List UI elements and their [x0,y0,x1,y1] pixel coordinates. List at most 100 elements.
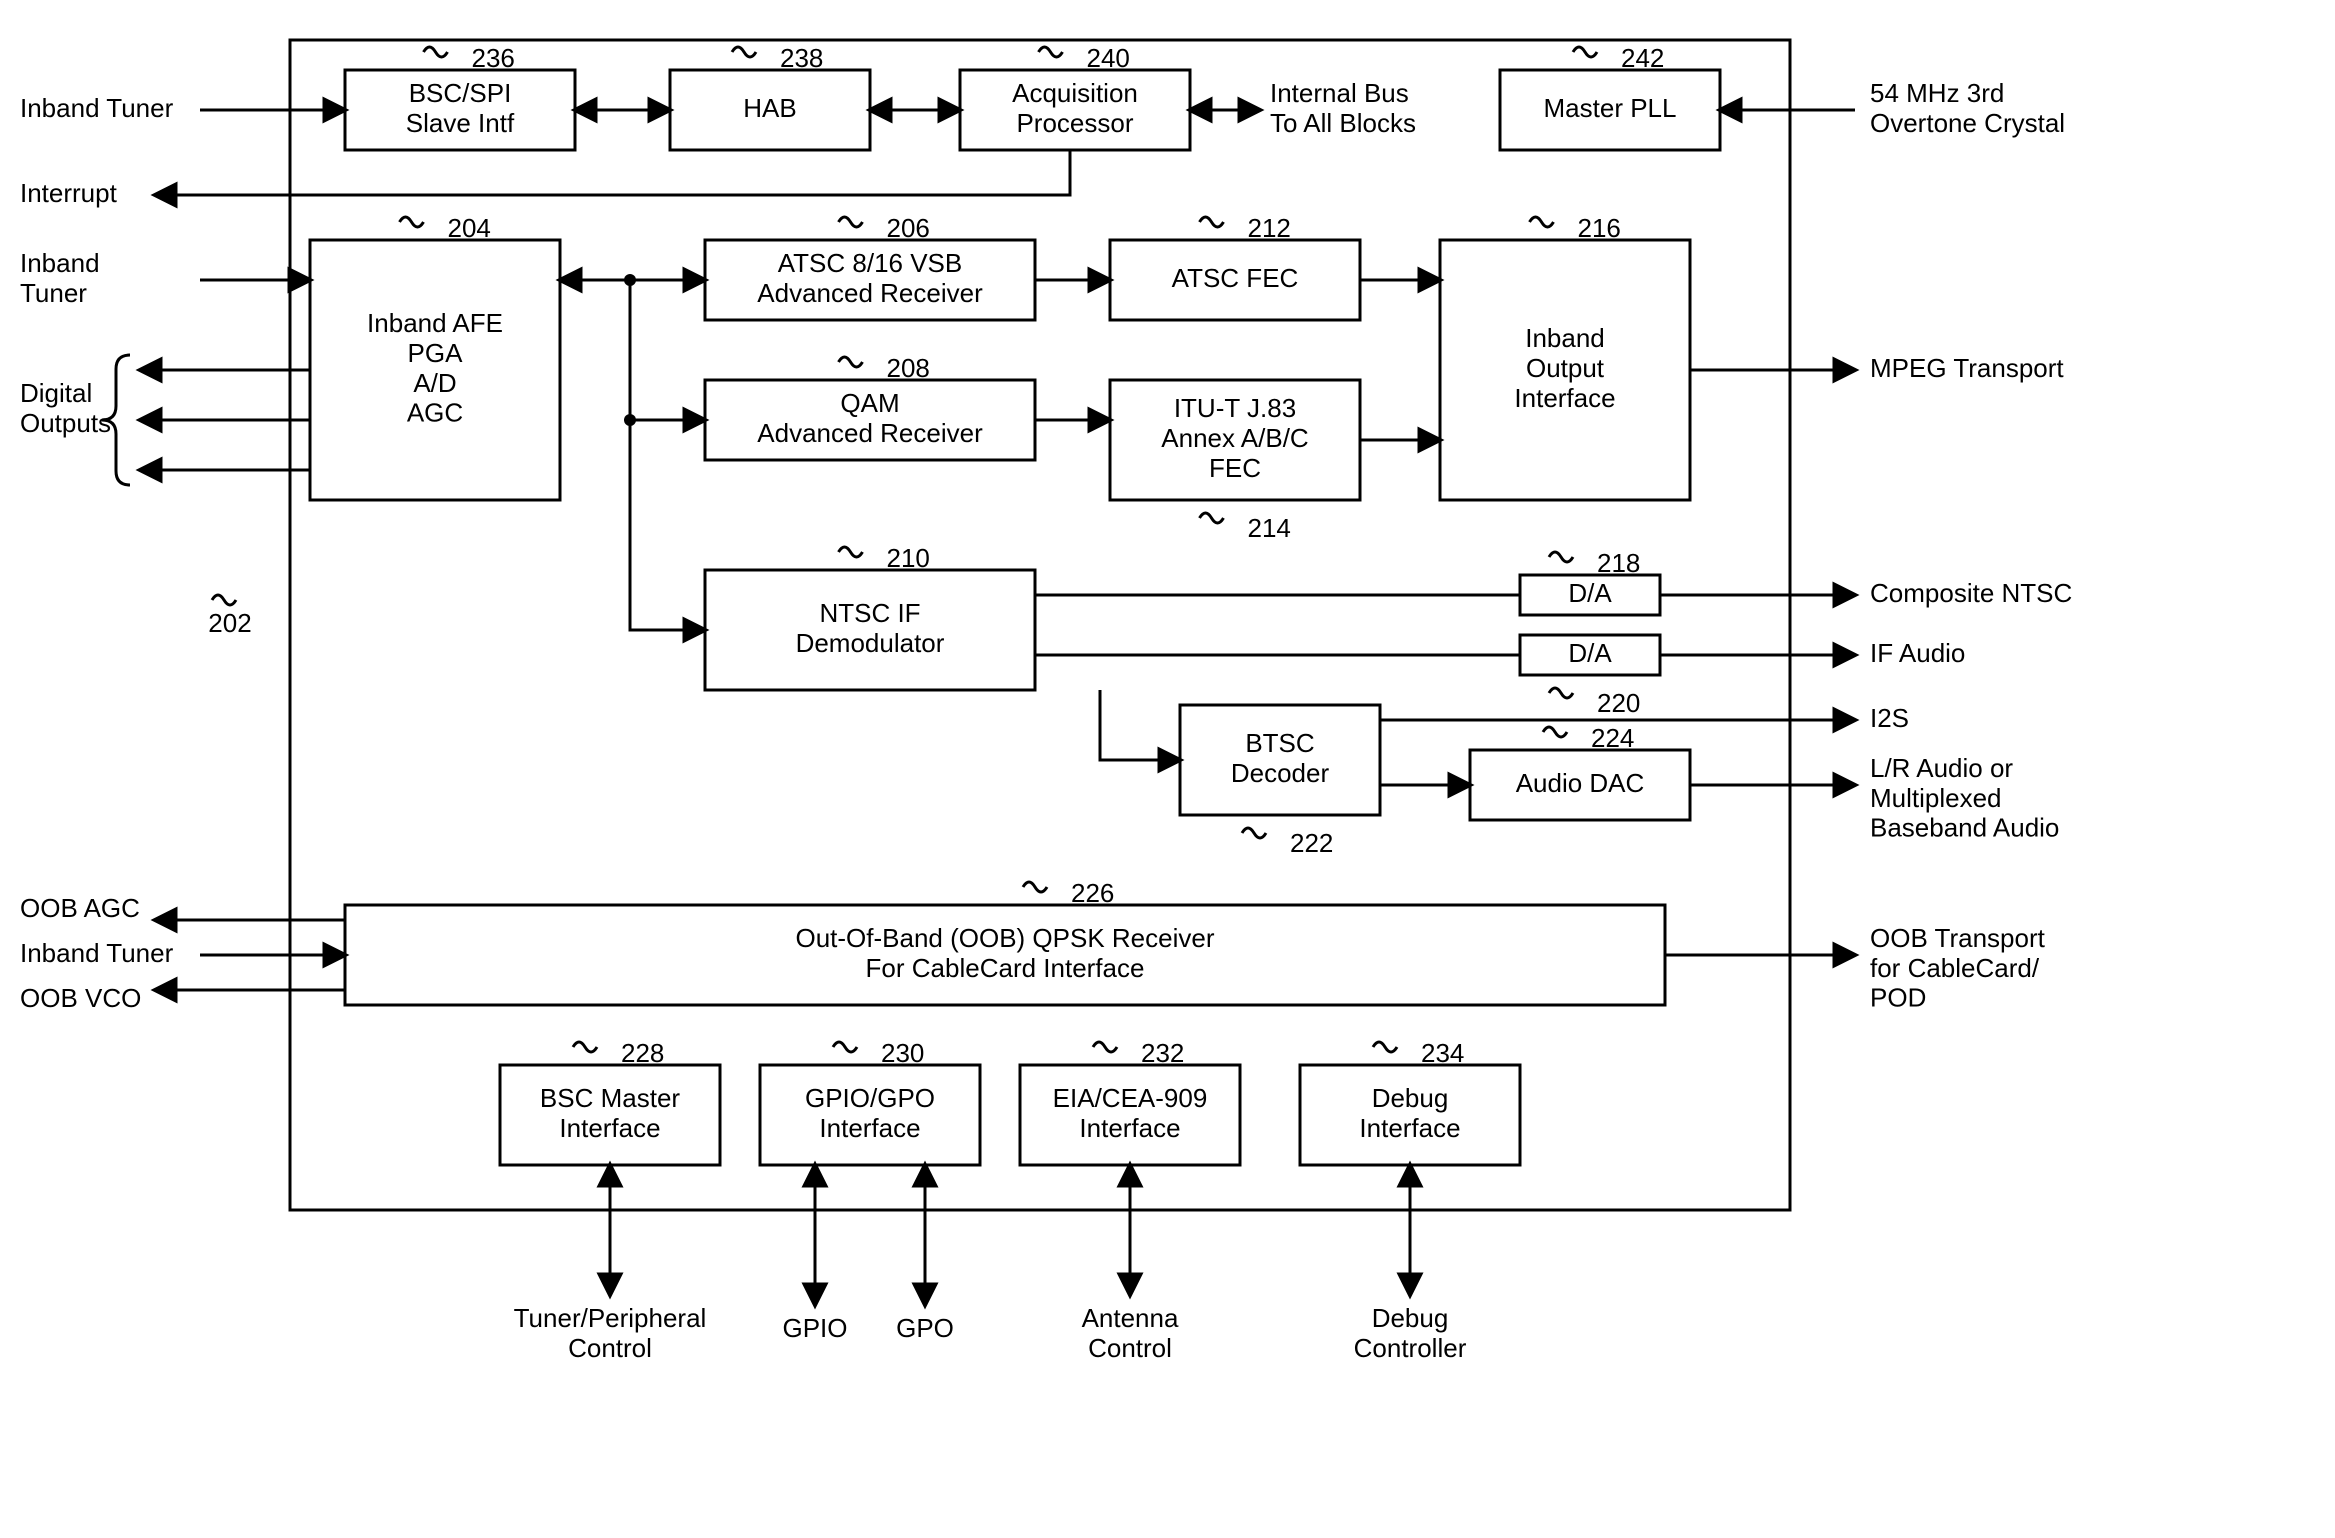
svg-text:D/A: D/A [1568,638,1612,668]
svg-text:Controller: Controller [1354,1333,1467,1363]
ref-242: 242 [1621,43,1664,73]
svg-text:AGC: AGC [407,398,463,428]
label-i2s: I2S [1870,703,1909,733]
label-gpo: GPO [896,1313,954,1343]
ref-204: 204 [448,213,491,243]
ref-222: 222 [1290,828,1333,858]
ref-squiggle [1373,1042,1397,1052]
svg-text:Internal Bus: Internal Bus [1270,78,1409,108]
ref-squiggle [424,47,448,57]
block-label-b242: Master PLL [1544,93,1677,123]
svg-text:Interface: Interface [1514,383,1615,413]
svg-text:Debug: Debug [1372,1303,1449,1333]
block-label-b240: AcquisitionProcessor [1012,78,1138,138]
label-inband_tuner_bot: Inband Tuner [20,938,174,968]
block-label-b216: InbandOutputInterface [1514,323,1615,413]
block-label-b228: BSC MasterInterface [540,1083,680,1143]
arrow-22 [1100,690,1180,760]
block-label-b230: GPIO/GPOInterface [805,1083,935,1143]
block-label-b206: ATSC 8/16 VSBAdvanced Receiver [757,248,983,308]
svg-text:Inband Tuner: Inband Tuner [20,93,174,123]
svg-text:HAB: HAB [743,93,796,123]
svg-text:For CableCard Interface: For CableCard Interface [866,953,1145,983]
block-label-b236: BSC/SPISlave Intf [406,78,515,138]
ref-218: 218 [1597,548,1640,578]
ref-228: 228 [621,1038,664,1068]
junction-dot [624,274,636,286]
ref-squiggle [400,217,424,227]
svg-text:54 MHz 3rd: 54 MHz 3rd [1870,78,2004,108]
svg-text:To All Blocks: To All Blocks [1270,108,1416,138]
svg-text:Output: Output [1526,353,1605,383]
outer-box [290,40,1790,1210]
brace-digital-outputs [102,355,130,485]
svg-text:ATSC 8/16 VSB: ATSC 8/16 VSB [778,248,963,278]
ref-214: 214 [1248,513,1291,543]
ref-squiggle [1549,552,1573,562]
svg-text:Antenna: Antenna [1082,1303,1179,1333]
svg-text:EIA/CEA-909: EIA/CEA-909 [1053,1083,1208,1113]
label-oob_vco: OOB VCO [20,983,141,1013]
svg-text:Tuner/Peripheral: Tuner/Peripheral [514,1303,707,1333]
ref-squiggle [1200,217,1224,227]
label-debug: DebugController [1354,1303,1467,1363]
svg-text:Interface: Interface [559,1113,660,1143]
label-inband_tuner_mid: InbandTuner [20,248,100,308]
ref-208: 208 [887,353,930,383]
svg-text:IF Audio: IF Audio [1870,638,1965,668]
block-label-b234: DebugInterface [1359,1083,1460,1143]
svg-text:Audio DAC: Audio DAC [1516,768,1645,798]
svg-text:QAM: QAM [840,388,899,418]
svg-text:D/A: D/A [1568,578,1612,608]
svg-text:ITU-T J.83: ITU-T J.83 [1174,393,1296,423]
svg-text:Out-Of-Band (OOB) QPSK Receive: Out-Of-Band (OOB) QPSK Receiver [795,923,1214,953]
ref-squiggle [1543,727,1567,737]
ref-squiggle [1530,217,1554,227]
svg-text:MPEG Transport: MPEG Transport [1870,353,2064,383]
svg-text:Slave Intf: Slave Intf [406,108,515,138]
ref-232: 232 [1141,1038,1184,1068]
block-label-b212: ATSC FEC [1172,263,1299,293]
svg-text:OOB Transport: OOB Transport [1870,923,2046,953]
svg-text:BTSC: BTSC [1245,728,1314,758]
svg-text:OOB VCO: OOB VCO [20,983,141,1013]
ref-squiggle [1242,828,1266,838]
label-oob_transport: OOB Transportfor CableCard/POD [1870,923,2046,1013]
ref-squiggle [1023,882,1047,892]
svg-text:Interface: Interface [819,1113,920,1143]
svg-text:Master PLL: Master PLL [1544,93,1677,123]
ref-212: 212 [1248,213,1291,243]
block-label-b218: D/A [1568,578,1612,608]
svg-text:Outputs: Outputs [20,408,111,438]
block-label-b220: D/A [1568,638,1612,668]
ref-224: 224 [1591,723,1634,753]
svg-text:I2S: I2S [1870,703,1909,733]
ref-squiggle [573,1042,597,1052]
svg-text:GPO: GPO [896,1313,954,1343]
svg-text:BSC Master: BSC Master [540,1083,680,1113]
ref-220: 220 [1597,688,1640,718]
ref-squiggle [839,357,863,367]
svg-text:A/D: A/D [413,368,456,398]
svg-text:Digital: Digital [20,378,92,408]
ref-238: 238 [780,43,823,73]
ref-240: 240 [1087,43,1130,73]
ref-squiggle [1573,47,1597,57]
ref-234: 234 [1421,1038,1464,1068]
svg-text:GPIO/GPO: GPIO/GPO [805,1083,935,1113]
ref-230: 230 [881,1038,924,1068]
svg-text:OOB AGC: OOB AGC [20,893,140,923]
svg-text:Inband: Inband [20,248,100,278]
label-antenna: AntennaControl [1082,1303,1179,1363]
svg-text:Multiplexed: Multiplexed [1870,783,2002,813]
ref-squiggle [212,595,236,605]
svg-text:Decoder: Decoder [1231,758,1330,788]
label-interrupt: Interrupt [20,178,118,208]
svg-text:BSC/SPI: BSC/SPI [409,78,512,108]
svg-text:Baseband Audio: Baseband Audio [1870,813,2059,843]
svg-text:for CableCard/: for CableCard/ [1870,953,2040,983]
block-label-b224: Audio DAC [1516,768,1645,798]
arrow-5 [155,150,1070,195]
svg-text:Tuner: Tuner [20,278,87,308]
svg-text:Inband AFE: Inband AFE [367,308,503,338]
